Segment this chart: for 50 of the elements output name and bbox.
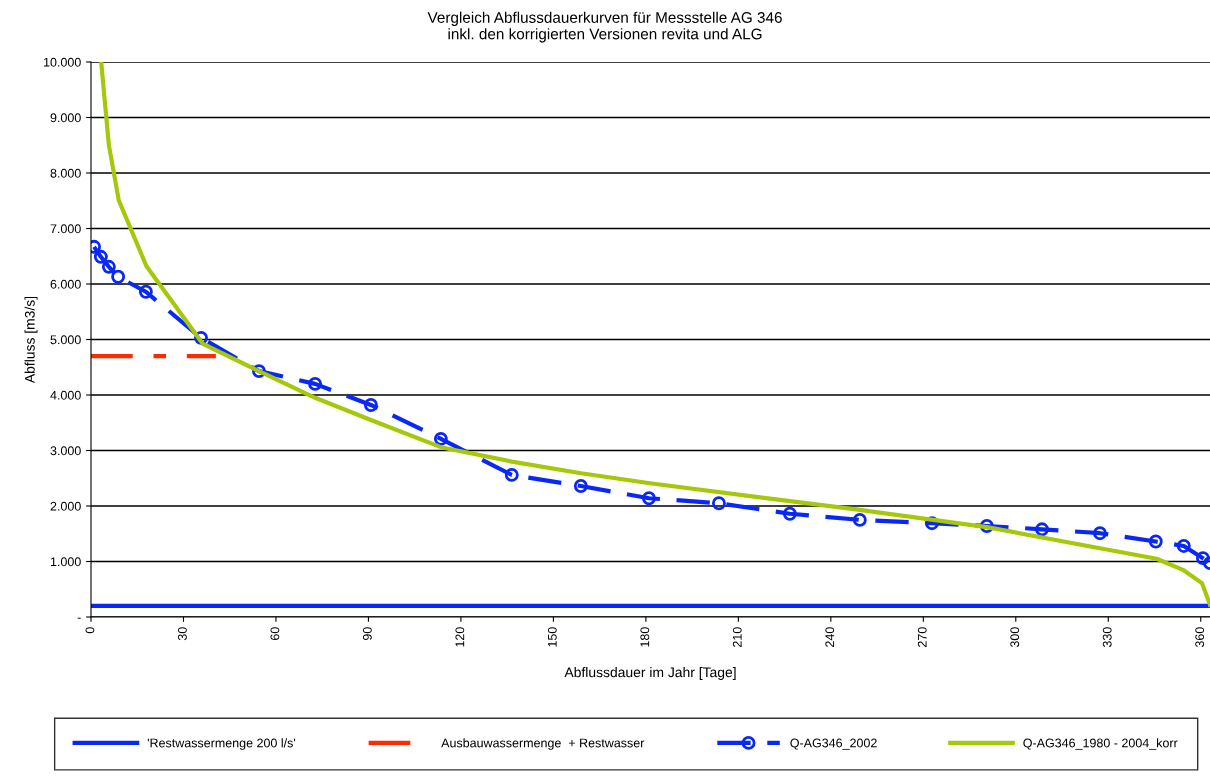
y-tick-label: 4.000	[50, 390, 81, 400]
point	[433, 431, 448, 446]
y-tick-label: 8.000	[50, 168, 81, 178]
point	[852, 512, 867, 527]
y-tick-label: 3.000	[50, 446, 81, 456]
legend-label: Q-AG346_1980 - 2004_korr	[1023, 738, 1178, 750]
line-series	[99, 62, 1210, 607]
point	[1148, 534, 1163, 549]
x-tick-label: 270	[917, 627, 927, 647]
point	[573, 479, 588, 493]
y-tick-label: 6.000	[50, 279, 81, 289]
x-tick-label: 360	[1195, 627, 1205, 648]
x-tick-label: 150	[547, 627, 557, 647]
x-tick-label: 30	[177, 627, 187, 641]
legend-label: 'Restwassermenge 200 l/s'	[147, 738, 296, 750]
x-tick-label: 240	[825, 627, 835, 647]
x-tick-label: 60	[270, 627, 280, 640]
y-tick-label: 1.000	[50, 557, 81, 567]
x-tick-label: 0	[85, 627, 95, 634]
point	[111, 269, 126, 284]
x-tick-label: 120	[455, 627, 465, 647]
point	[1035, 522, 1049, 537]
x-tick-label: 330	[1102, 627, 1112, 648]
point	[308, 376, 323, 391]
x-tick-label: 90	[362, 627, 372, 641]
x-axis-title: Abflussdauer im Jahr [Tage]	[564, 667, 736, 680]
point	[711, 496, 726, 511]
point	[138, 284, 153, 299]
legend-label: Ausbauwassermenge + Restwasser	[441, 738, 645, 750]
x-tick-label: 180	[640, 627, 650, 647]
x-tick-label: 300	[1010, 627, 1020, 648]
y-axis-title: Abfluss [m3/s]	[24, 296, 38, 384]
y-tick-label: 9.000	[50, 113, 81, 123]
point	[1176, 539, 1191, 553]
y-tick-label: 5.000	[50, 335, 81, 345]
x-tick-label: 210	[732, 627, 742, 647]
point	[363, 398, 378, 412]
point	[1093, 526, 1107, 541]
point	[101, 259, 116, 274]
chart-title: Vergleich Abflussdauerkurven für Messstelle AG 346 inkl. den korrigierten Versionen revita und ALG	[427, 11, 782, 43]
point	[1195, 551, 1210, 566]
y-tick-label: 2.000	[50, 501, 81, 511]
y-tick-label: 10.000	[44, 57, 81, 67]
legend-label: Q-AG346_2002	[790, 738, 877, 750]
point	[504, 467, 519, 482]
point	[642, 491, 656, 506]
point	[93, 249, 108, 264]
y-tick-label: 7.000	[50, 224, 81, 234]
y-tick-label: -	[77, 617, 81, 619]
point	[782, 506, 797, 521]
